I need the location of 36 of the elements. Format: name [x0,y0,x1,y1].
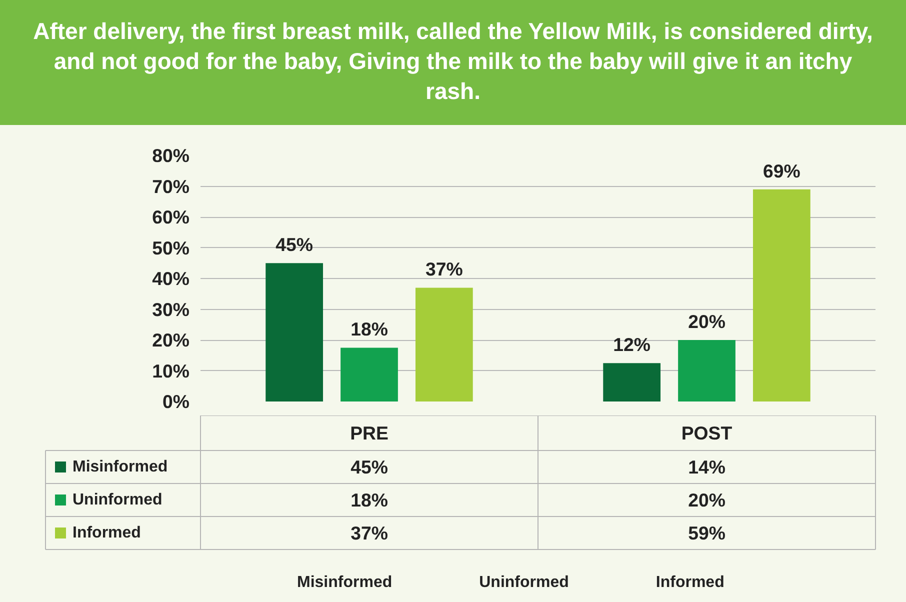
text: 37% [350,522,388,544]
y-tick-label: 10% [152,360,190,382]
data-label: 20% [688,311,726,332]
text: 18% [350,490,388,510]
data-label: 45% [276,234,314,256]
bar [340,348,398,402]
text: 59% [688,522,726,544]
data-label: 69% [763,160,801,182]
x-tick-label: POST [681,422,733,444]
data-label: 37% [426,258,464,280]
data-label: 18% [350,318,388,340]
chart-title: After delivery, the first breast milk, called the Yellow Milk, is considered dirty, and not good for the baby, Giving the milk to the baby will give it an itchy rash. [32,17,874,106]
text: Informed [656,574,724,591]
text: 45% [350,456,388,478]
y-tick-label: 60% [152,206,190,228]
y-tick-label: 30% [152,298,190,320]
legend-label: Misinformed [72,458,168,476]
legend-label: Uninformed [72,492,162,508]
y-tick-label: 0% [162,391,190,412]
y-tick-label: 70% [152,176,190,197]
text: 20% [688,490,726,510]
y-tick-label: 80% [152,145,190,166]
data-label: 12% [613,334,651,356]
x-tick-label: PRE [350,422,388,444]
text: Misinformed [297,574,392,591]
y-tick-label: 50% [152,237,190,258]
text: 14% [688,456,726,478]
legend-label: Informed [72,524,141,542]
bar [752,189,810,402]
bar [678,340,736,402]
y-tick-label: 20% [152,330,190,350]
bar [266,263,324,402]
text: Uninformed [479,574,569,591]
bar [415,288,473,402]
y-tick-label: 40% [152,268,190,289]
bar [603,363,661,402]
